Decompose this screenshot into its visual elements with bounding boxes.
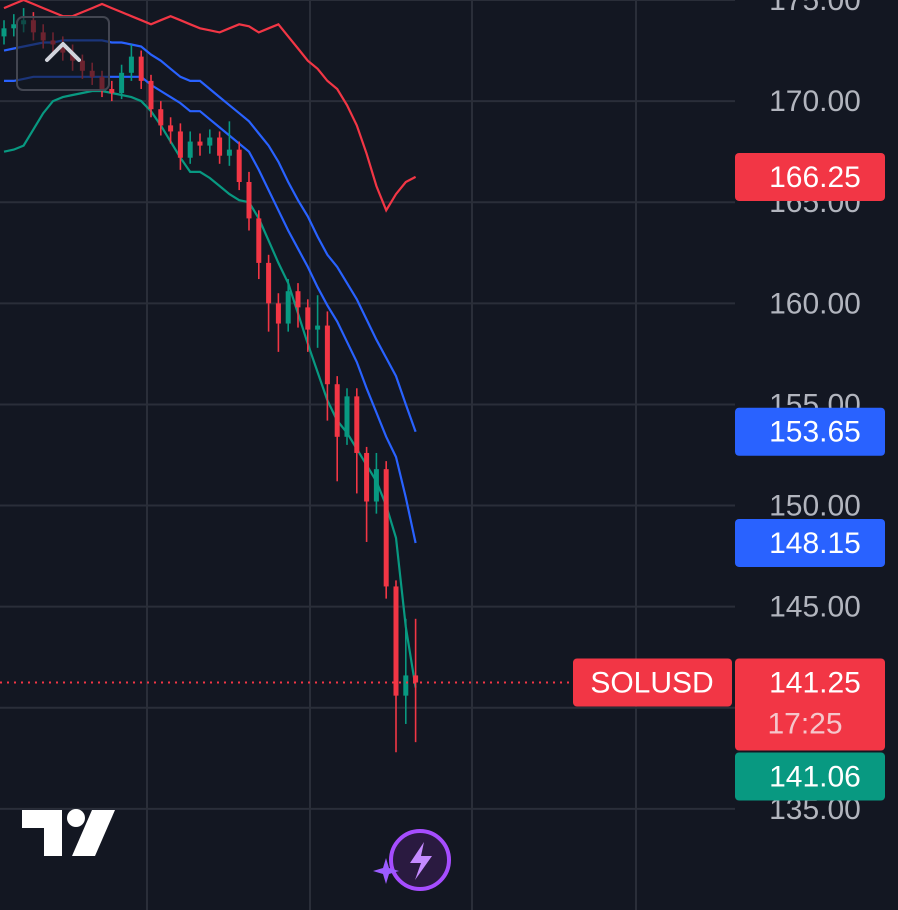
candle-body — [413, 675, 419, 683]
candle-body — [207, 137, 213, 146]
candle-body — [109, 88, 115, 94]
candle-body — [403, 675, 409, 696]
candle-body — [344, 396, 350, 437]
button-frame[interactable] — [16, 16, 110, 91]
candle-body — [275, 303, 281, 324]
candle-body — [158, 109, 164, 126]
candle-body — [226, 149, 232, 156]
price-label-box — [735, 518, 885, 567]
logo-part — [22, 810, 62, 856]
y-tick-label: 160.00 — [769, 287, 861, 320]
y-tick-label: 150.00 — [769, 489, 861, 522]
price-label-box — [735, 407, 885, 456]
y-tick-label: 175.00 — [769, 0, 861, 17]
candle-body — [295, 291, 301, 308]
candle-body — [315, 325, 321, 330]
bolt[interactable] — [410, 842, 432, 880]
candle-body — [393, 586, 399, 696]
price-label: 148.15 — [769, 527, 861, 560]
candle-body — [324, 325, 330, 385]
y-tick-label: 170.00 — [769, 85, 861, 118]
price-label: 141.06 — [769, 760, 861, 793]
candle-body — [256, 218, 262, 263]
label-layer: 166.25 153.65 148.15 SOLUSD 141.25 17:25 141.0… — [573, 152, 885, 801]
candle-body — [177, 131, 183, 158]
sparkle[interactable] — [373, 858, 399, 884]
candle-body — [119, 72, 125, 94]
candle-body — [383, 469, 389, 587]
candle-body — [11, 24, 17, 29]
candle-body — [197, 141, 203, 146]
y-tick-label: 145.00 — [769, 591, 861, 624]
candle-body — [128, 56, 134, 73]
price-label: 166.25 — [769, 161, 861, 194]
candle-body — [236, 149, 242, 182]
candle-body — [266, 262, 272, 304]
candle-body — [305, 307, 311, 330]
vertical-grid — [146, 0, 637, 910]
candle-body — [148, 80, 154, 110]
candle-body — [138, 56, 144, 81]
chevron-icon[interactable] — [45, 42, 81, 62]
logo-part — [67, 809, 85, 827]
collapse-button[interactable] — [16, 16, 110, 91]
candle-body — [373, 469, 379, 502]
candle-body — [354, 396, 360, 453]
symbol-label-box — [573, 658, 732, 707]
price-label-box — [735, 152, 885, 201]
price-label-box — [735, 752, 885, 801]
candle-body — [285, 291, 291, 324]
tv-logo — [22, 809, 115, 856]
price-label: 153.65 — [769, 416, 861, 449]
assistant-icon[interactable] — [373, 829, 451, 891]
candle-body — [168, 125, 174, 132]
last-price-label: 141.25 — [769, 666, 861, 699]
candle-body — [334, 384, 340, 437]
candle-body — [246, 182, 252, 219]
symbol-label: SOLUSD — [590, 666, 713, 699]
candle-body — [217, 137, 223, 156]
candle-body — [187, 141, 193, 158]
last-price-box — [735, 658, 885, 751]
countdown-label: 17:25 — [767, 707, 842, 740]
candle-body — [1, 28, 7, 37]
logo-part — [72, 810, 115, 856]
candle-body — [364, 452, 370, 502]
